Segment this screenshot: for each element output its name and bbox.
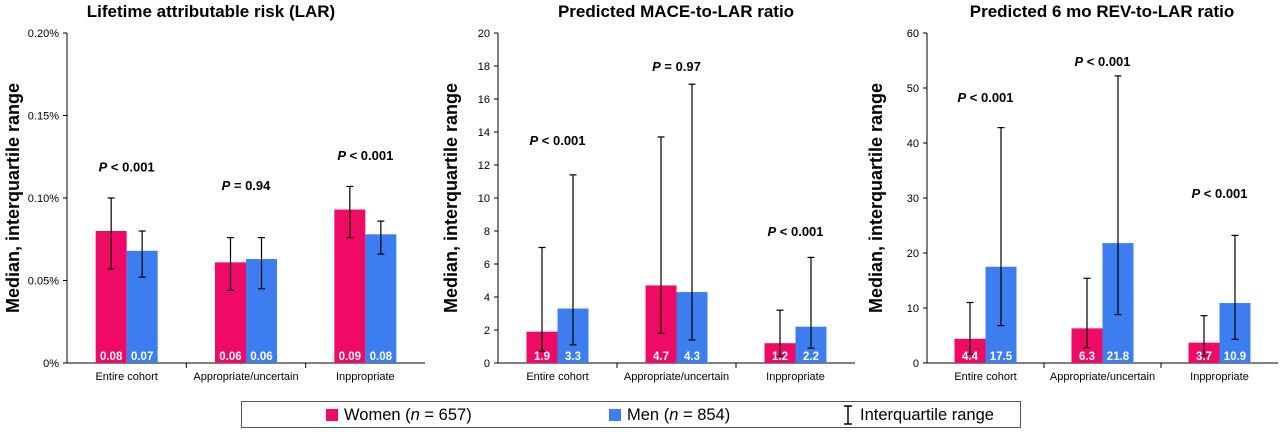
- chart-panel-3: Predicted 6 mo REV-to-LAR ratio Median, i…: [866, 2, 1278, 383]
- legend-men-label: Men (n = 854): [627, 405, 731, 424]
- y-tick-label: 0.15%: [28, 111, 59, 123]
- data-label: 21.8: [1107, 351, 1130, 363]
- x-tick-label: Appropriate/uncertain: [193, 371, 298, 383]
- figure: Lifetime attributable risk (LAR) Median, …: [3, 2, 1278, 383]
- y-tick-label: 10: [478, 193, 490, 205]
- y-tick-label: 4: [484, 292, 490, 304]
- y-tick-label: 12: [478, 160, 490, 172]
- data-label: 0.07: [131, 351, 153, 363]
- y-tick-label: 14: [478, 127, 490, 139]
- chart-title: Predicted 6 mo REV-to-LAR ratio: [970, 2, 1234, 21]
- p-value-label: P < 0.001: [957, 90, 1013, 105]
- y-tick-label: 0%: [43, 358, 59, 370]
- y-tick-label: 6: [484, 259, 490, 271]
- y-tick-label: 0.05%: [28, 276, 59, 288]
- legend-item-iqr: Interquartile range: [842, 405, 994, 425]
- y-tick-label: 16: [478, 94, 490, 106]
- data-label: 0.06: [219, 351, 241, 363]
- data-label: 4.3: [684, 351, 700, 363]
- data-label: 1.2: [772, 351, 788, 363]
- y-tick-label: 2: [484, 325, 490, 337]
- x-tick-label: Appropriate/uncertain: [624, 371, 729, 383]
- p-value-label: P < 0.001: [1074, 54, 1130, 69]
- y-tick-label: 20: [478, 28, 490, 40]
- legend-women-label: Women (n = 657): [344, 405, 472, 424]
- data-label: 1.9: [534, 351, 550, 363]
- legend: Women (n = 657) Men (n = 854) Interquart…: [241, 401, 1021, 428]
- p-value-label: P < 0.001: [529, 133, 585, 148]
- data-label: 4.7: [653, 351, 669, 363]
- y-tick-label: 8: [484, 226, 490, 238]
- data-label: 0.09: [339, 351, 361, 363]
- p-value-label: P = 0.97: [652, 59, 701, 74]
- data-label: 0.08: [370, 351, 393, 363]
- x-tick-label: Inppropriate: [766, 371, 825, 383]
- p-value-label: P < 0.001: [767, 224, 823, 239]
- y-tick-label: 10: [907, 303, 919, 315]
- data-label: 0.08: [100, 351, 123, 363]
- y-axis-label: Median, interquartile range: [3, 83, 23, 313]
- chart-title: Lifetime attributable risk (LAR): [87, 2, 335, 21]
- y-tick-label: 30: [907, 193, 919, 205]
- y-tick-label: 40: [907, 138, 919, 150]
- data-label: 2.2: [803, 351, 819, 363]
- error-bar-icon: [844, 405, 852, 425]
- p-value-label: P < 0.001: [1191, 186, 1247, 201]
- chart-panel-2: Predicted MACE-to-LAR ratio Median, inter…: [441, 2, 855, 383]
- x-tick-label: Entire cohort: [95, 371, 157, 383]
- y-tick-label: 0: [484, 358, 490, 370]
- data-label: 10.9: [1224, 351, 1246, 363]
- x-tick-label: Appropriate/uncertain: [1050, 371, 1155, 383]
- x-tick-label: Entire cohort: [526, 371, 588, 383]
- data-label: 4.4: [962, 351, 979, 363]
- chart-panel-1: Lifetime attributable risk (LAR) Median, …: [3, 2, 425, 383]
- y-tick-label: 0.20%: [28, 28, 59, 40]
- y-tick-label: 0: [913, 358, 919, 370]
- p-value-label: P = 0.94: [222, 178, 272, 193]
- data-label: 0.06: [250, 351, 272, 363]
- p-value-label: P < 0.001: [99, 160, 155, 175]
- chart-title: Predicted MACE-to-LAR ratio: [558, 2, 794, 21]
- women-swatch: [326, 409, 338, 421]
- data-label: 3.7: [1196, 351, 1212, 363]
- legend-item-men: Men (n = 854): [609, 405, 730, 425]
- x-tick-label: Inppropriate: [336, 371, 395, 383]
- y-tick-label: 60: [907, 28, 919, 40]
- data-label: 6.3: [1079, 351, 1095, 363]
- legend-iqr-label: Interquartile range: [860, 405, 994, 424]
- men-swatch: [609, 409, 621, 421]
- x-tick-label: Entire cohort: [954, 371, 1016, 383]
- data-label: 3.3: [565, 351, 581, 363]
- p-value-label: P < 0.001: [337, 148, 393, 163]
- x-tick-label: Inppropriate: [1190, 371, 1249, 383]
- legend-item-women: Women (n = 657): [326, 405, 472, 425]
- y-tick-label: 18: [478, 61, 490, 73]
- y-axis-label: Median, interquartile range: [441, 83, 461, 313]
- y-axis-label: Median, interquartile range: [866, 83, 886, 313]
- y-tick-label: 20: [907, 248, 919, 260]
- bar-men: [365, 234, 397, 363]
- data-label: 17.5: [990, 351, 1013, 363]
- y-tick-label: 50: [907, 83, 919, 95]
- y-tick-label: 0.10%: [28, 193, 59, 205]
